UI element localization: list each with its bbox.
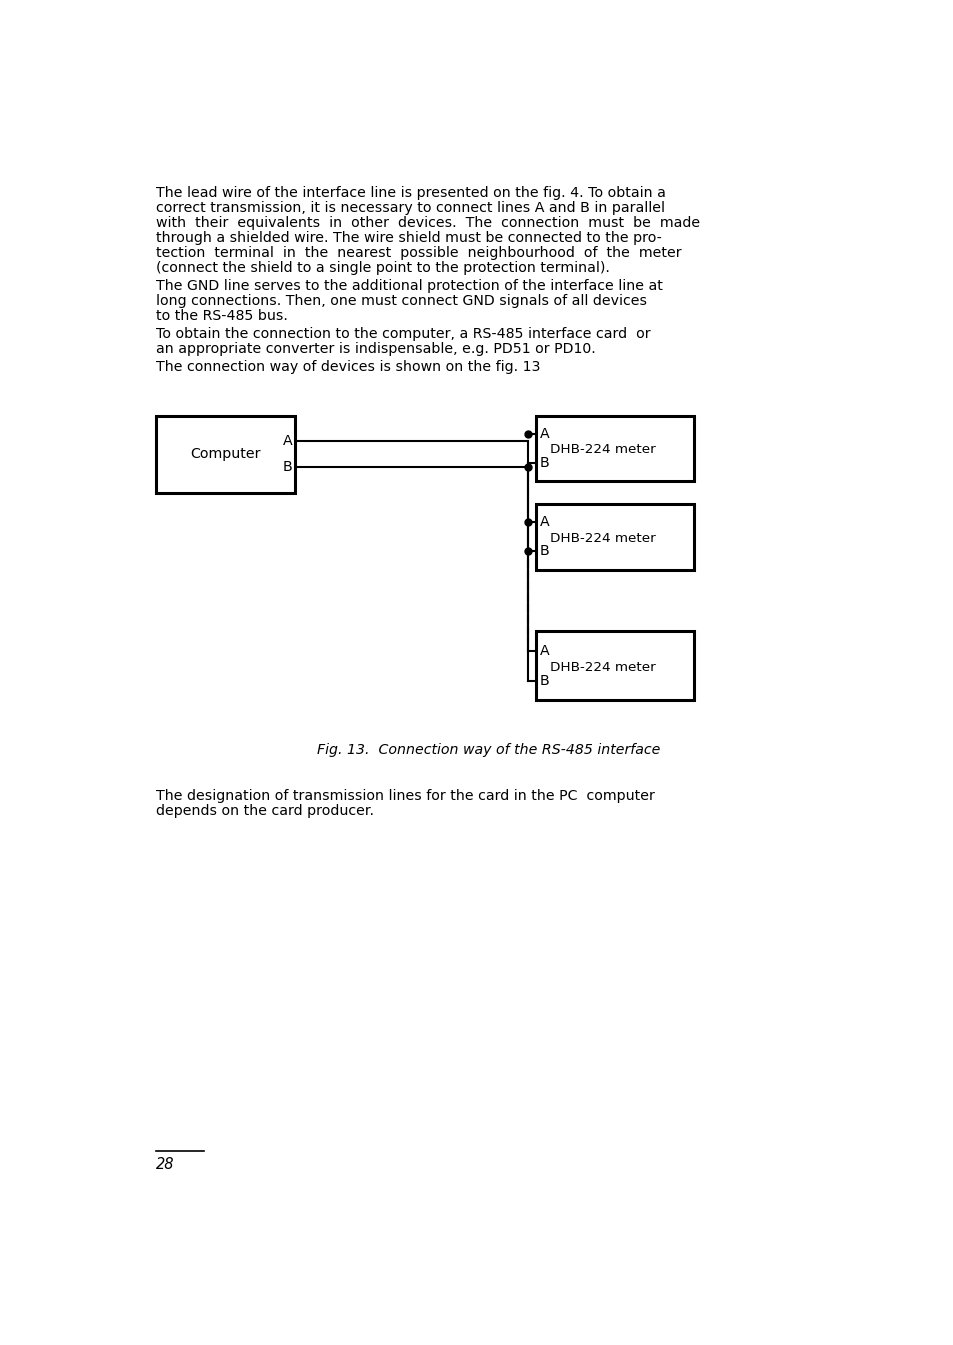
Text: (connect the shield to a single point to the protection terminal).: (connect the shield to a single point to… [155,261,609,276]
Text: with  their  equivalents  in  other  devices.  The  connection  must  be  made: with their equivalents in other devices.… [155,217,700,230]
Bar [536,416,694,482]
Text: A: A [539,426,549,441]
Text: tection  terminal  in  the  nearest  possible  neighbourhood  of  the  meter: tection terminal in the nearest possible… [155,246,680,260]
Text: Fig. 13.  Connection way of the RS-485 interface: Fig. 13. Connection way of the RS-485 in… [317,742,659,757]
Text: The GND line serves to the additional protection of the interface line at: The GND line serves to the additional pr… [155,280,661,293]
Text: to the RS-485 bus.: to the RS-485 bus. [155,309,287,323]
Text: A: A [539,515,549,530]
Text: The connection way of devices is shown on the fig. 13: The connection way of devices is shown o… [155,360,539,374]
Text: an appropriate converter is indispensable, e.g. PD51 or PD10.: an appropriate converter is indispensabl… [155,343,595,356]
Text: A: A [539,643,549,658]
Text: depends on the card producer.: depends on the card producer. [155,804,374,818]
Text: through a shielded wire. The wire shield must be connected to the pro-: through a shielded wire. The wire shield… [155,231,660,245]
Text: DHB-224 meter: DHB-224 meter [550,443,656,456]
Text: 28: 28 [155,1157,174,1171]
Text: B: B [539,674,549,689]
Text: B: B [283,460,293,473]
Text: A: A [283,434,293,448]
Text: B: B [539,456,549,469]
Text: DHB-224 meter: DHB-224 meter [550,660,656,674]
Text: The lead wire of the interface line is presented on the fig. 4. To obtain a: The lead wire of the interface line is p… [155,186,665,200]
Text: Computer: Computer [190,447,260,461]
Bar [536,504,694,569]
Text: long connections. Then, one must connect GND signals of all devices: long connections. Then, one must connect… [155,295,646,308]
Text: The designation of transmission lines for the card in the PC  computer: The designation of transmission lines fo… [155,790,654,803]
Bar [155,416,294,492]
Text: To obtain the connection to the computer, a RS-485 interface card  or: To obtain the connection to the computer… [155,327,650,342]
Text: DHB-224 meter: DHB-224 meter [550,531,656,545]
Text: B: B [539,545,549,558]
Bar [536,631,694,701]
Text: correct transmission, it is necessary to connect lines A and B in parallel: correct transmission, it is necessary to… [155,200,664,215]
